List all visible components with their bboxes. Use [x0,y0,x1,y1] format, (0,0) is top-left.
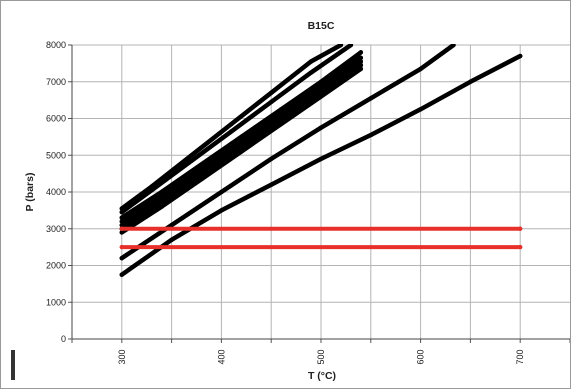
y-tick-label: 6000 [46,114,66,124]
data-point [199,176,204,182]
data-point [119,272,125,277]
x-tick-label: 700 [515,349,525,364]
data-point [358,55,364,61]
y-tick-label: 4000 [46,187,66,197]
data-point [358,63,364,68]
x-tick-label: 400 [216,349,226,364]
data-point [159,204,164,209]
data-point [518,226,523,231]
data-point [219,189,224,195]
data-point [219,208,224,213]
data-point [358,66,364,72]
y-tick-label: 3000 [46,224,66,234]
data-point [338,44,344,48]
data-point [518,244,523,250]
series-layer [119,44,523,277]
data-point [418,107,423,112]
data-point [189,153,194,158]
y-tick-label: 8000 [46,40,66,50]
y-axis-title: P (bars) [24,173,36,212]
y-tick-label: 7000 [46,77,66,87]
data-point [278,121,284,127]
data-point [119,226,125,231]
data-point [119,255,125,261]
data-point [368,132,373,138]
data-point [149,187,154,193]
data-point [318,125,324,130]
data-point [308,70,314,75]
y-tick-label: 2000 [46,261,66,271]
data-point [229,121,234,127]
data-point [518,53,523,59]
data-point [318,94,324,99]
data-point [269,182,274,187]
data-point [269,90,274,95]
data-point [358,50,364,55]
data-point [451,44,456,48]
data-point [418,66,423,72]
y-tick-label: 1000 [46,297,66,307]
data-point [229,129,234,134]
ticks: 0 1000 2000 3000 4000 5000 6000 7000 8000 300 400 5… [46,40,570,365]
data-point [169,222,174,228]
y-tick-label: 0 [61,334,66,344]
data-point [318,156,324,162]
data-point [348,44,354,48]
data-point [119,210,125,215]
series-line [119,44,456,261]
data-point [169,237,174,242]
x-tick-label: 500 [316,349,326,364]
data-point [189,158,194,163]
corner-bar [11,350,15,380]
data-point [308,59,314,64]
y-tick-label: 5000 [46,150,66,160]
data-point [269,156,274,162]
data-point [269,99,274,105]
x-axis-title: T (°C) [308,370,336,382]
data-point [358,59,364,64]
x-tick-label: 600 [416,349,426,364]
data-point [468,79,473,84]
data-point [119,230,125,235]
data-point [239,149,244,154]
chart-title: B15C [308,20,335,32]
x-tick-label: 300 [117,349,127,364]
data-point [119,244,125,250]
data-point [368,96,373,101]
